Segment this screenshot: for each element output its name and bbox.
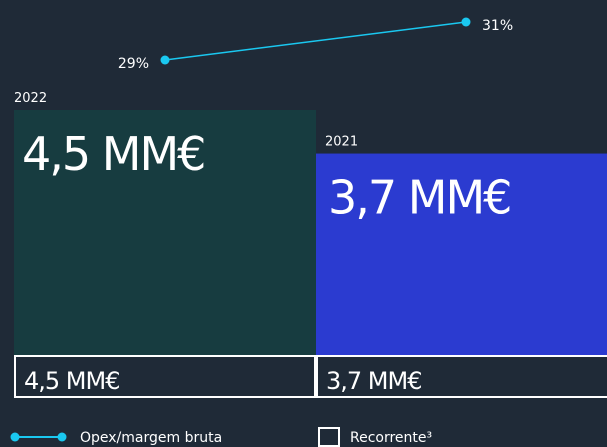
legend-square: [318, 427, 340, 447]
bar-value-label: 4,5 MM€: [22, 127, 204, 181]
value-box-label: 3,7 MM€: [326, 367, 421, 395]
bar-value-label: 3,7 MM€: [328, 171, 510, 225]
value-box: [316, 355, 607, 398]
line: [164, 21, 467, 61]
value-box: [14, 355, 316, 398]
legend-dot: [10, 432, 20, 442]
line-value-label: 31%: [482, 18, 513, 34]
line-point: [461, 17, 471, 27]
category-label: 2021: [325, 135, 358, 150]
bar: [316, 153, 607, 355]
category-label: 2022: [14, 91, 47, 106]
legend-label: Opex/margem bruta: [80, 430, 222, 446]
bar: [14, 110, 316, 355]
value-box-label: 4,5 MM€: [24, 367, 119, 395]
line-value-label: 29%: [118, 56, 149, 72]
line-point: [160, 55, 170, 65]
legend-dot: [57, 432, 67, 442]
legend-label: Recorrente³: [350, 430, 432, 446]
